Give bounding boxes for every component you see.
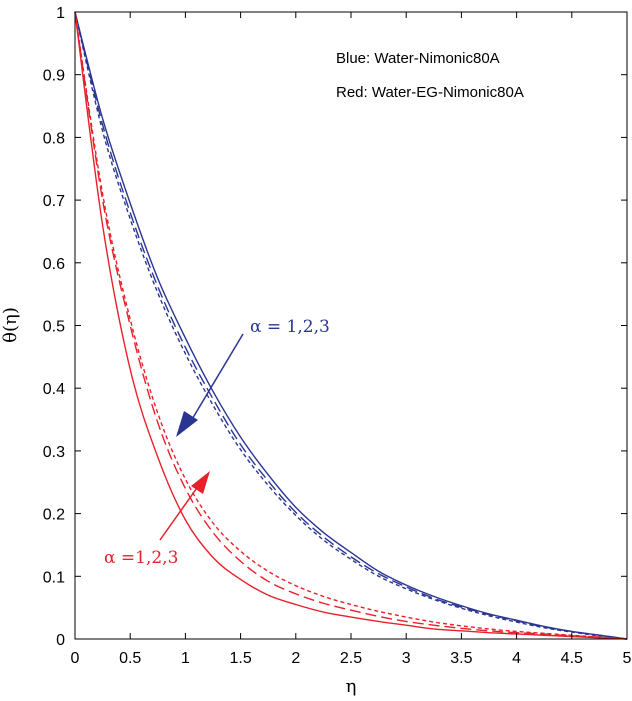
series-layer — [74, 11, 628, 640]
legend-note-red: Red: Water-EG-Nimonic80A — [336, 84, 524, 101]
series-line-3 — [74, 11, 628, 640]
x-tick-label-5: 2.5 — [340, 650, 362, 667]
red-alpha-annotation: α =1,2,3 — [104, 548, 178, 568]
x-tick-label-0: 0 — [71, 650, 80, 667]
series-line-2 — [74, 11, 628, 640]
blue-alpha-arrow — [190, 333, 244, 422]
x-tick-label-4: 2 — [291, 650, 300, 667]
x-tick-label-7: 3.5 — [450, 650, 472, 667]
y-axis-label: θ(η) — [0, 307, 21, 343]
x-axis-label: η — [346, 676, 357, 697]
series-line-5 — [74, 11, 628, 640]
plot-frame — [74, 11, 628, 640]
y-tick-label-1: 0.1 — [43, 569, 65, 586]
tick-layer: 0 0.5 1 1.5 2 2.5 3 3.5 4 4.5 5 0 0.1 0.2 0.3 0.4 0.5 0.6… — [43, 5, 632, 667]
x-tick-label-8: 4 — [512, 650, 521, 667]
legend-note-blue: Blue: Water-Nimonic80A — [336, 50, 500, 67]
y-tick-label-6: 0.6 — [43, 256, 65, 273]
y-tick-label-3: 0.3 — [43, 444, 65, 461]
blue-alpha-annotation: α = 1,2,3 — [250, 317, 330, 337]
series-line-1 — [74, 11, 628, 640]
y-tick-label-2: 0.2 — [43, 507, 65, 524]
x-tick-label-3: 1.5 — [229, 650, 251, 667]
x-tick-label-9: 4.5 — [561, 650, 583, 667]
x-tick-label-10: 5 — [623, 650, 632, 667]
x-tick-label-1: 0.5 — [119, 650, 141, 667]
x-tick-label-6: 3 — [402, 650, 411, 667]
y-tick-label-5: 0.5 — [43, 319, 65, 336]
y-tick-label-7: 0.7 — [43, 193, 65, 210]
blue-alpha-arrowhead — [176, 411, 198, 437]
y-tick-label-8: 0.8 — [43, 130, 65, 147]
x-tick-label-2: 1 — [181, 650, 190, 667]
y-tick-label-10: 1 — [56, 5, 65, 22]
y-tick-label-0: 0 — [56, 632, 65, 649]
y-tick-label-4: 0.4 — [43, 381, 65, 398]
y-tick-label-9: 0.9 — [43, 68, 65, 85]
red-alpha-arrow — [159, 484, 200, 541]
series-line-4 — [74, 11, 628, 640]
series-line-6 — [74, 11, 628, 640]
red-alpha-arrowhead — [191, 471, 210, 494]
